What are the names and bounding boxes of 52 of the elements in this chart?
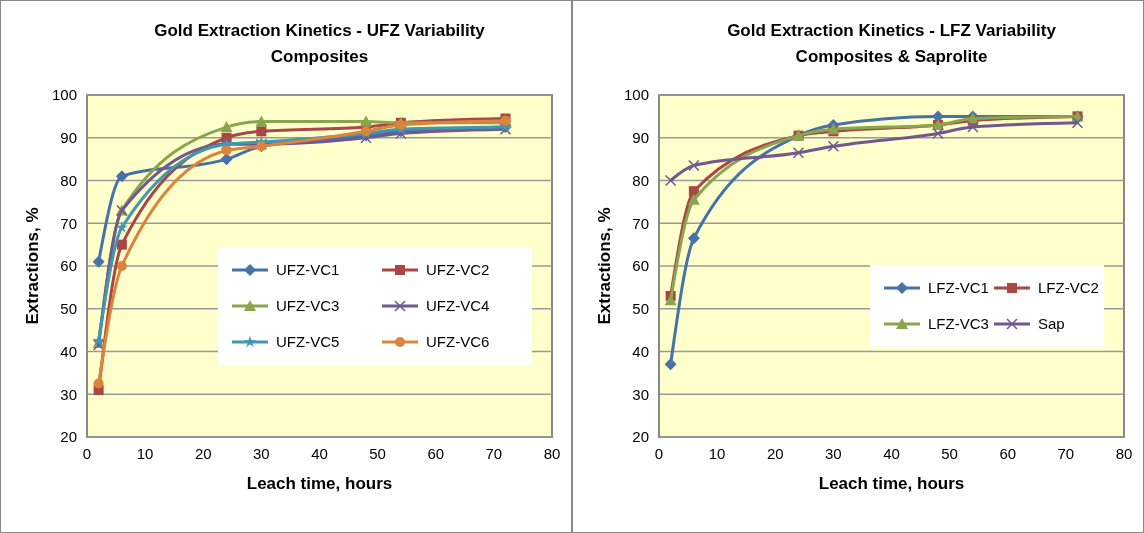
y-tick-label: 30	[632, 385, 649, 403]
y-tick-label: 90	[632, 129, 649, 146]
x-tick-label: 10	[708, 445, 726, 462]
x-tick-label: 50	[369, 445, 386, 462]
y-tick-label: 80	[60, 171, 77, 189]
legend-label: Sap	[1038, 315, 1065, 333]
legend-label: UFZ-VC2	[426, 261, 490, 279]
y-tick-label: 60	[60, 257, 77, 275]
x-tick-label: 50	[941, 445, 958, 462]
y-tick-label: 100	[51, 86, 77, 104]
y-tick-label: 40	[60, 342, 77, 360]
x-tick-label: 0	[654, 445, 664, 462]
legend-label: UFZ-VC1	[276, 261, 340, 279]
y-tick-label: 80	[632, 171, 649, 189]
x-tick-label: 40	[311, 445, 328, 462]
y-tick-label: 50	[632, 300, 649, 317]
y-tick-label: 40	[632, 342, 649, 360]
legend-label: UFZ-VC5	[276, 333, 340, 351]
y-tick-label: 100	[623, 86, 649, 104]
x-tick-label: 40	[883, 445, 900, 462]
legend-label: LFZ-VC1	[928, 279, 989, 297]
x-axis-title: Leach time, hours	[246, 474, 393, 493]
legend-label: UFZ-VC3	[276, 297, 340, 315]
chart-title: Gold Extraction Kinetics - LFZ Variability Composites & Saprolite	[727, 21, 1057, 66]
legend-label: UFZ-VC6	[426, 333, 490, 351]
y-tick-label: 30	[60, 385, 77, 403]
x-tick-label: 0	[82, 445, 92, 462]
x-tick-label: 70	[485, 445, 503, 462]
y-tick-label: 70	[632, 214, 649, 232]
x-tick-label: 30	[825, 445, 842, 462]
x-tick-label: 20	[766, 445, 784, 462]
x-tick-label: 80	[543, 445, 561, 462]
x-tick-label: 60	[427, 445, 445, 462]
y-tick-label: 70	[60, 214, 77, 232]
y-tick-label: 50	[60, 300, 77, 317]
x-tick-label: 30	[253, 445, 270, 462]
x-tick-label: 20	[194, 445, 212, 462]
x-axis-title: Leach time, hours	[818, 474, 965, 493]
x-tick-label: 60	[999, 445, 1017, 462]
x-tick-label: 70	[1057, 445, 1075, 462]
x-tick-label: 80	[1115, 445, 1133, 462]
y-axis-title: Extractions, %	[23, 207, 42, 325]
legend-label: LFZ-VC2	[1038, 279, 1099, 297]
x-tick-label: 10	[136, 445, 154, 462]
chart-title: Gold Extraction Kinetics - UFZ Variability Composites	[154, 21, 486, 66]
y-tick-label: 20	[632, 428, 649, 446]
y-axis-title: Extractions, %	[595, 207, 614, 325]
legend-label: LFZ-VC3	[928, 315, 989, 333]
legend-label: UFZ-VC4	[426, 297, 490, 315]
y-tick-label: 60	[632, 257, 649, 275]
y-tick-label: 20	[60, 428, 77, 446]
y-tick-label: 90	[60, 129, 77, 146]
